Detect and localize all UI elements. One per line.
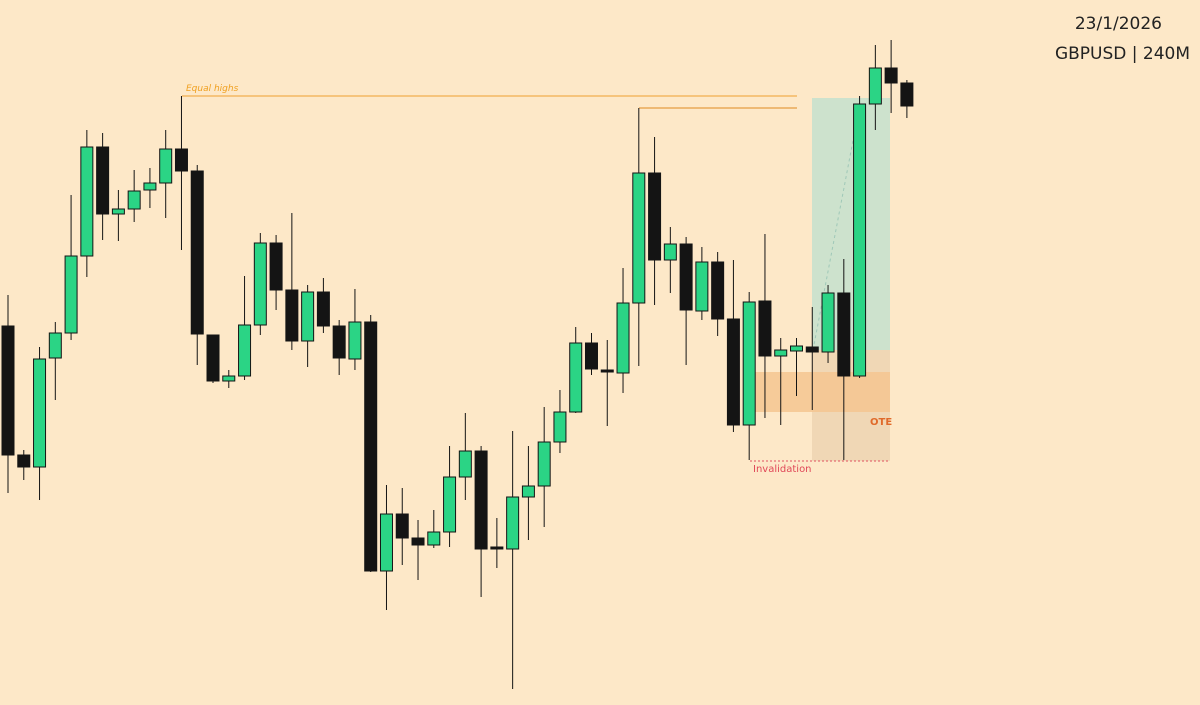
- bear-body: [726, 318, 740, 426]
- bear-body: [490, 546, 504, 550]
- bull-body: [790, 345, 803, 352]
- bear-body: [900, 82, 914, 107]
- bull-body: [253, 242, 267, 326]
- bear-body: [364, 321, 378, 572]
- bull-body: [443, 476, 457, 533]
- bull-body: [427, 531, 441, 546]
- bull-body: [569, 342, 583, 413]
- bear-body: [884, 67, 898, 84]
- chart-subtitle: GBPUSD | 240M: [1055, 44, 1190, 64]
- bull-body: [222, 375, 236, 382]
- bull-body: [663, 243, 677, 261]
- bear-body: [411, 537, 425, 546]
- invalidation-label: Invalidation: [753, 464, 812, 475]
- candles: [1, 40, 914, 689]
- bull-body: [48, 332, 62, 359]
- bull-body: [695, 261, 709, 312]
- bear-body: [96, 146, 110, 215]
- bull-body: [632, 172, 646, 304]
- bull-body: [127, 190, 141, 210]
- chart-title: 23/1/2026: [1075, 14, 1162, 34]
- bull-body: [33, 358, 47, 468]
- bear-body: [174, 148, 188, 172]
- bear-body: [600, 369, 614, 373]
- bull-body: [774, 349, 788, 357]
- bull-body: [853, 103, 867, 377]
- bull-body: [458, 450, 472, 478]
- bear-body: [805, 346, 819, 353]
- bear-body: [679, 243, 693, 311]
- bull-body: [821, 292, 835, 353]
- bull-body: [301, 291, 315, 342]
- bull-body: [521, 485, 535, 498]
- bear-body: [316, 291, 330, 327]
- bull-body: [64, 255, 78, 334]
- bear-body: [285, 289, 299, 342]
- bear-body: [474, 450, 488, 550]
- bull-body: [616, 302, 630, 374]
- bear-body: [206, 334, 220, 382]
- bull-body: [553, 411, 567, 443]
- bear-body: [648, 172, 662, 261]
- bear-body: [190, 170, 204, 335]
- bull-body: [111, 208, 125, 215]
- bear-body: [837, 292, 851, 377]
- bear-body: [395, 513, 409, 539]
- bull-body: [80, 146, 94, 257]
- bull-body: [506, 496, 520, 550]
- bull-body: [742, 301, 756, 426]
- bear-body: [17, 454, 31, 468]
- ote-zone: [755, 372, 890, 412]
- bear-body: [758, 300, 772, 357]
- bear-body: [584, 342, 598, 370]
- bear-body: [332, 325, 346, 359]
- bull-body: [238, 324, 252, 377]
- bear-body: [269, 242, 283, 291]
- bull-body: [143, 182, 157, 191]
- bull-body: [348, 321, 362, 360]
- equal-highs-label: Equal highs: [186, 84, 239, 94]
- bull-body: [159, 148, 173, 184]
- ote-label: OTE: [870, 417, 892, 428]
- bull-body: [537, 441, 551, 487]
- bull-body: [868, 67, 882, 105]
- bear-body: [1, 325, 15, 456]
- bull-body: [379, 513, 393, 572]
- bear-body: [711, 261, 725, 320]
